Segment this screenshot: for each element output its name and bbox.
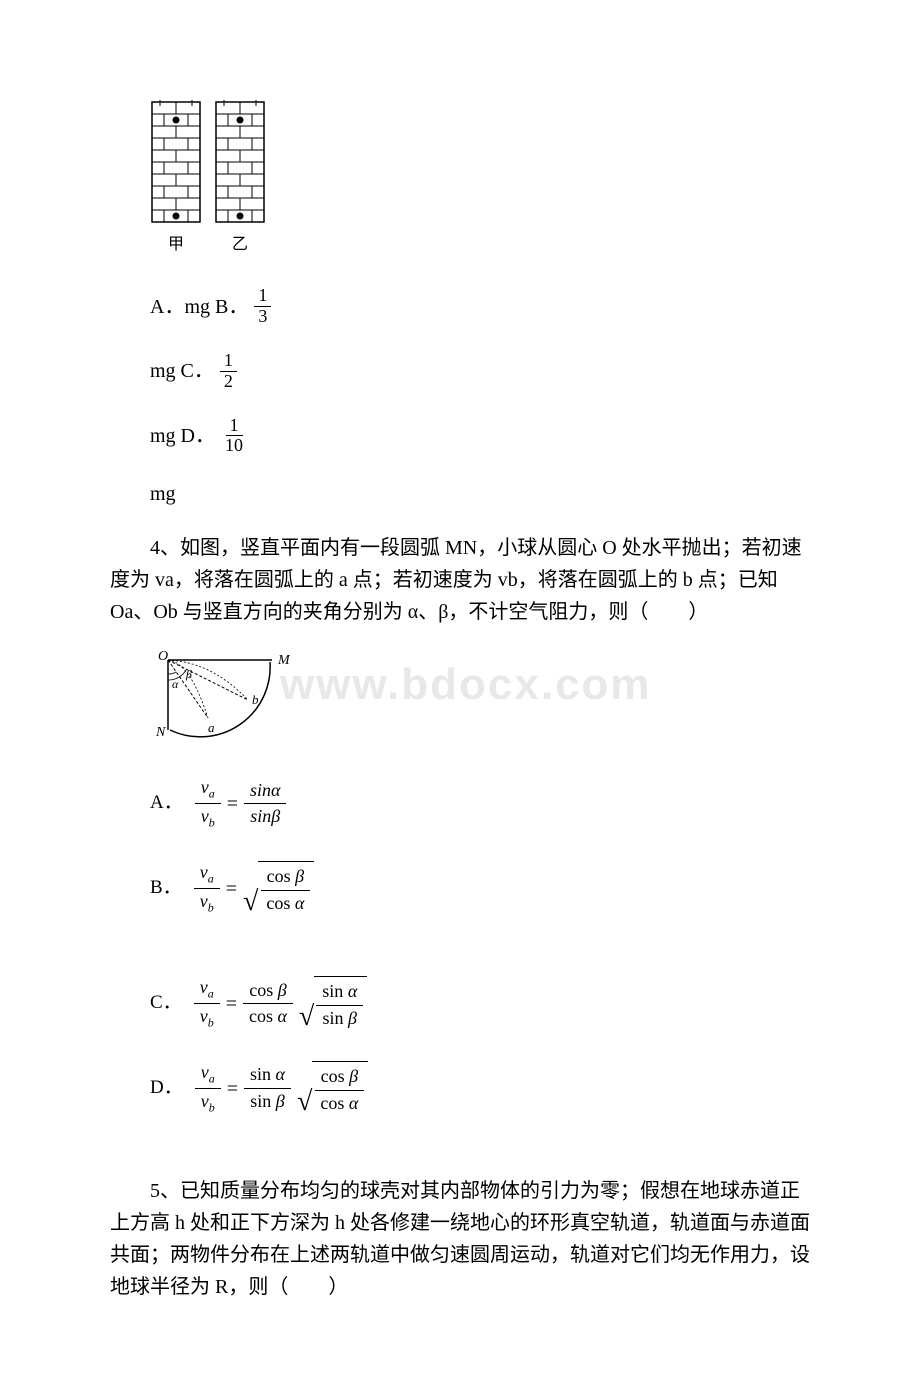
q3-option-c: mg D． 1 10 [150, 416, 810, 457]
q3-option-d: mg [150, 480, 810, 508]
brick-wall-right-svg [214, 100, 266, 230]
svg-text:β: β [185, 667, 192, 681]
q4-option-a-label: A． [150, 790, 183, 817]
q3-option-a: A．mg B． 1 3 [150, 286, 810, 327]
q4-options: A． va vb = sinα sinβ B． va vb = √ [150, 775, 810, 1117]
fraction-c: 1 10 [221, 416, 247, 457]
eq-sign: = [227, 790, 238, 818]
va-vb-frac: va vb [195, 775, 221, 832]
spacer-2 [110, 1145, 810, 1175]
q4-arc-diagram: O M N a b α β [150, 648, 810, 751]
sqrt-b: √ cos β cos α [243, 861, 314, 916]
cos-frac-c: cos β cos α [243, 978, 293, 1030]
page-container: 甲 [110, 100, 810, 1303]
sin-frac-a: sinα sinβ [244, 778, 286, 830]
sqrt-d: √ cos β cos α [297, 1061, 368, 1116]
svg-text:b: b [252, 692, 259, 707]
va-vb-frac-d: va vb [195, 1060, 221, 1117]
va-vb-frac-b: va vb [194, 860, 220, 917]
q5-text: 5、已知质量分布均匀的球壳对其内部物体的引力为零；假想在地球赤道正上方高 h 处… [110, 1175, 810, 1303]
q3-option-d-label: mg [150, 480, 176, 508]
q3-option-b: mg C． 1 2 [150, 351, 810, 392]
q3-option-c-label: mg D． [150, 422, 215, 450]
q4-option-c: C． va vb = cos β cos α √ sin α sin β [150, 975, 810, 1032]
q3-diagram: 甲 [150, 100, 810, 256]
wall-label-right: 乙 [232, 234, 248, 256]
sin-frac-d: sin α sin β [244, 1062, 291, 1114]
va-vb-frac-c: va vb [194, 975, 220, 1032]
fraction-b: 1 2 [220, 351, 237, 392]
sqrt-c: √ sin α sin β [299, 976, 367, 1031]
q4-option-b-label: B． [150, 875, 182, 902]
q4-option-d: D． va vb = sin α sin β √ cos β cos α [150, 1060, 810, 1117]
q4-diagram-container: www.bdocx.com O M N a b [110, 648, 810, 751]
arc-svg: O M N a b α β [150, 648, 300, 743]
brick-wall-left-svg [150, 100, 202, 230]
svg-text:M: M [277, 653, 291, 668]
svg-text:O: O [158, 649, 168, 664]
wall-label-left: 甲 [168, 234, 184, 256]
brick-walls-container: 甲 [150, 100, 810, 256]
q4-option-a: A． va vb = sinα sinβ [150, 775, 810, 832]
brick-wall-left: 甲 [150, 100, 202, 256]
brick-wall-right: 乙 [214, 100, 266, 256]
svg-text:N: N [155, 725, 166, 740]
q4-option-d-label: D． [150, 1075, 183, 1102]
fraction-a: 1 3 [254, 286, 271, 327]
svg-text:a: a [208, 720, 215, 735]
q3-option-b-label: mg C． [150, 357, 214, 385]
q4-option-b: B． va vb = √ cos β cos α [150, 860, 810, 917]
q3-option-a-label: A．mg B． [150, 293, 248, 321]
q4-text: 4、如图，竖直平面内有一段圆弧 MN，小球从圆心 O 处水平抛出；若初速度为 v… [110, 532, 810, 628]
q4-option-c-label: C． [150, 990, 182, 1017]
q3-options: A．mg B． 1 3 mg C． 1 2 mg D． 1 10 mg [150, 286, 810, 508]
spacer [150, 945, 810, 975]
